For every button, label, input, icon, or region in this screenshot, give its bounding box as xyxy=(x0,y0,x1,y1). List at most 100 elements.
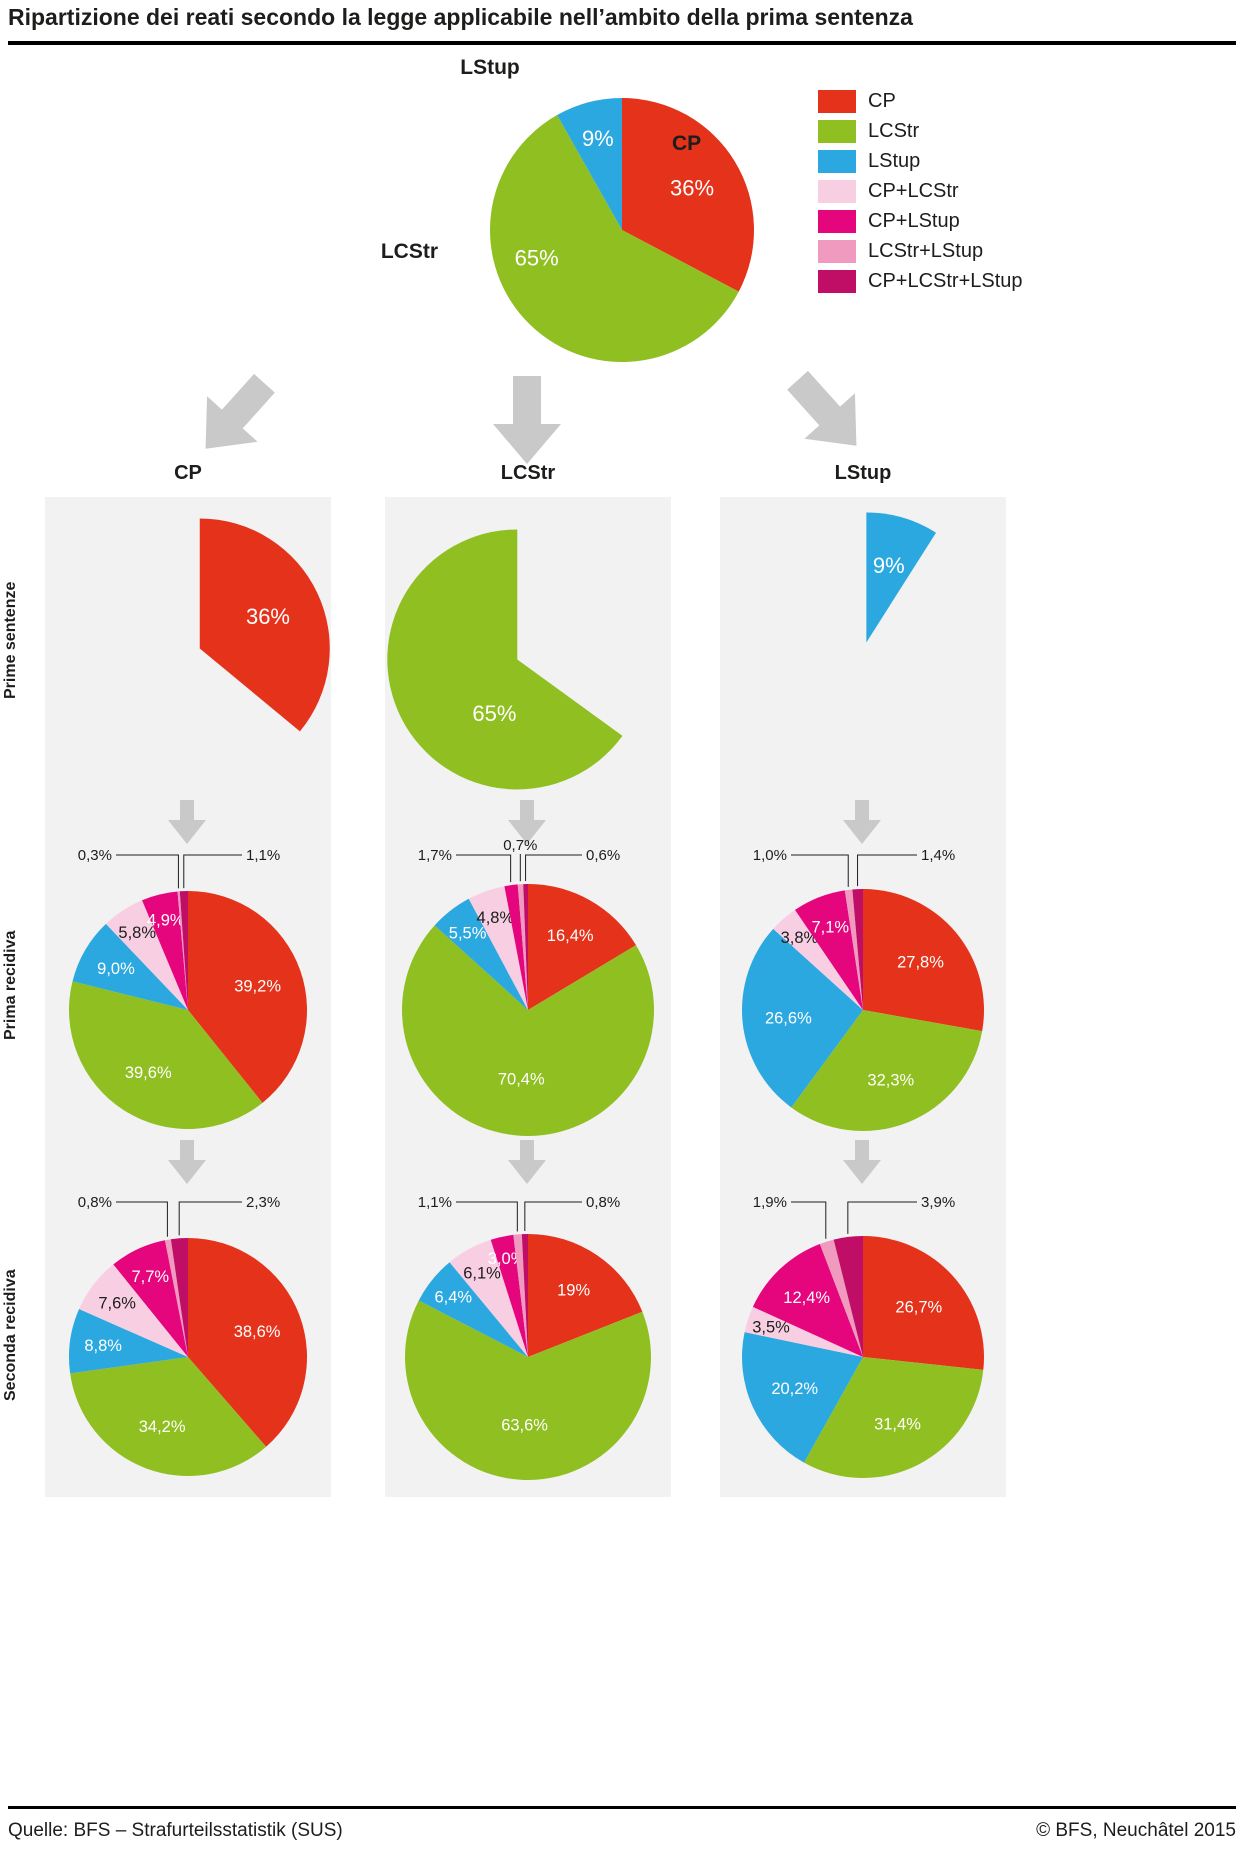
pie-slice-CP_LCStr xyxy=(449,1239,528,1357)
legend-item-CP_LCStr_LStup: CP+LCStr+LStup xyxy=(818,270,1023,293)
pie-slice-LStup xyxy=(72,923,188,1010)
slice-label-outside: 1,1% xyxy=(246,847,280,864)
slice-label: 16,4% xyxy=(547,927,594,945)
pie-slice-CP_LCStr_LStup xyxy=(170,1238,188,1357)
legend-item-CP_LCStr: CP+LCStr xyxy=(818,180,1023,203)
slice-label: 3,5% xyxy=(752,1319,790,1337)
slice-label: 7,1% xyxy=(811,918,849,936)
slice-label: 27,8% xyxy=(897,954,944,972)
pie-slice-LCStr xyxy=(70,1357,267,1476)
legend-item-CP: CP xyxy=(818,90,1023,113)
legend-label: LCStr xyxy=(868,120,920,142)
pie-slice-CP xyxy=(528,884,636,1010)
pie-slice-CP_LStup xyxy=(113,1240,188,1357)
slice-label-outside: 0,8% xyxy=(586,1194,620,1211)
pie-slice-CP_LStup xyxy=(490,1234,528,1357)
pie-slice-LStup xyxy=(742,1332,863,1463)
slice-label-outside: 0,6% xyxy=(586,847,620,864)
label-leader-line xyxy=(525,854,582,882)
pie-slice-CP_LStup xyxy=(752,1243,863,1357)
pie-slice-LCStr xyxy=(791,1010,983,1131)
slice-label: 9,0% xyxy=(97,960,135,978)
pie-lcstr-prime-sentenze: 65% xyxy=(387,529,623,790)
pie-slice-CP xyxy=(528,1234,643,1357)
main-pie-label-cp: CP xyxy=(672,132,702,155)
pie-slice-LCStr xyxy=(69,981,263,1129)
pie-slice-CP xyxy=(863,1236,984,1370)
slice-label: 12,4% xyxy=(783,1289,830,1307)
legend-item-LCStr_LStup: LCStr+LStup xyxy=(818,240,1023,263)
slice-label-outside: 0,3% xyxy=(78,847,112,864)
label-leader-line xyxy=(456,854,512,883)
pie-slice-LStup xyxy=(69,1309,188,1374)
label-leader-line xyxy=(791,1201,827,1239)
pie-slice-CP xyxy=(188,891,307,1103)
label-leader-line xyxy=(847,1201,917,1234)
slice-label-outside: 1,9% xyxy=(753,1194,787,1211)
arrow-down-icon xyxy=(843,1140,881,1184)
label-leader-line xyxy=(857,854,917,887)
pie-slice-CP_LCStr_LStup xyxy=(523,884,528,1010)
slice-label-outside: 1,4% xyxy=(921,847,955,864)
title-rule xyxy=(8,41,1236,45)
pie-cp-seconda-recidiva: 38,6% 34,2% 8,8% 7,6% 7,7% 0,8% 2,3% xyxy=(69,1194,308,1476)
slice-label-outside: 0,8% xyxy=(78,1194,112,1211)
slice-label-outside: 1,1% xyxy=(418,1194,452,1211)
pie-slice-LStup xyxy=(742,928,863,1108)
arrow-down-icon xyxy=(508,1140,546,1184)
slice-label-outside: 1,0% xyxy=(753,847,787,864)
legend-item-CP_LStup: CP+LStup xyxy=(818,210,1023,233)
legend-swatch-CP_LCStr_LStup xyxy=(818,270,856,293)
column-header-lcstr: LCStr xyxy=(500,462,556,484)
slice-label: 3,8% xyxy=(781,929,819,947)
pie-slice-CP_LCStr_LStup xyxy=(852,889,863,1010)
legend-label: CP+LCStr xyxy=(868,180,959,202)
pie-lstup-prima-recidiva: 27,8% 32,3% 26,6% 3,8%7,1% 1,0% 1,4% xyxy=(742,847,984,1131)
label-leader-line xyxy=(183,854,242,889)
pie-slice-LStup xyxy=(418,1262,528,1357)
legend: CP LCStr LStup CP+LCStr CP+LStup LCStr+LStup C… xyxy=(818,90,1023,300)
pie-slice-CP_LCStr xyxy=(744,1306,863,1357)
pie-slice-CP xyxy=(622,98,754,292)
label-leader-line xyxy=(524,1201,582,1232)
pie-slice-LStup xyxy=(557,98,622,230)
slice-label: 39,6% xyxy=(125,1064,172,1082)
slice-label: 4,8% xyxy=(477,909,515,927)
pie-slice-LCStr_LStup xyxy=(164,1239,188,1357)
pie-slice-LStup xyxy=(866,512,937,643)
pie-lcstr-prima-recidiva: 16,4% 70,4% 5,5%4,8% 1,7% 0,7% 0,6% xyxy=(402,838,654,1136)
pie-slice-LStup xyxy=(434,898,528,1010)
pie-slice-LCStr_LStup xyxy=(177,891,188,1010)
slice-label: 20,2% xyxy=(771,1380,818,1398)
pie-slice-CP_LCStr xyxy=(773,909,863,1010)
slice-label-outside: 0,7% xyxy=(503,838,537,854)
footer-source: Quelle: BFS – Strafurteilsstatistik (SUS… xyxy=(8,1820,343,1841)
pie-slice-LCStr_LStup xyxy=(819,1239,863,1357)
slice-label: 7,7% xyxy=(131,1268,169,1286)
pie-slice-CP_LCStr xyxy=(79,1264,188,1357)
slice-label: 70,4% xyxy=(498,1071,545,1089)
slice-label: 26,6% xyxy=(765,1009,812,1027)
label-leader-line xyxy=(178,1201,242,1236)
arrow-down-icon xyxy=(168,1140,206,1184)
slice-label: 36% xyxy=(246,604,290,629)
slice-label: 31,4% xyxy=(874,1415,921,1433)
slice-label: 26,7% xyxy=(895,1299,942,1317)
row-label-seconda-recidiva: Seconda recidiva xyxy=(2,1269,19,1401)
pie-slice-CP_LStup xyxy=(142,891,188,1010)
slice-label: 7,6% xyxy=(98,1295,136,1313)
legend-swatch-LCStr_LStup xyxy=(818,240,856,263)
pie-slice-LCStr xyxy=(387,529,623,790)
slice-label-outside: 2,3% xyxy=(246,1194,280,1211)
slice-label: 65% xyxy=(515,245,559,270)
legend-swatch-CP_LCStr xyxy=(818,180,856,203)
page-title: Ripartizione dei reati secondo la legge … xyxy=(8,4,913,30)
legend-label: LCStr+LStup xyxy=(868,240,984,262)
arrow-down-right-icon xyxy=(787,370,857,446)
slice-label: 65% xyxy=(472,701,516,726)
pie-slice-CP xyxy=(863,889,984,1032)
pie-cp-prime-sentenze: 36% xyxy=(199,518,330,732)
pie-slice-LCStr xyxy=(405,1300,651,1480)
pie-lstup-seconda-recidiva: 26,7% 31,4% 20,2% 3,5% 12,4% 1,9% 3,9% xyxy=(742,1194,984,1478)
